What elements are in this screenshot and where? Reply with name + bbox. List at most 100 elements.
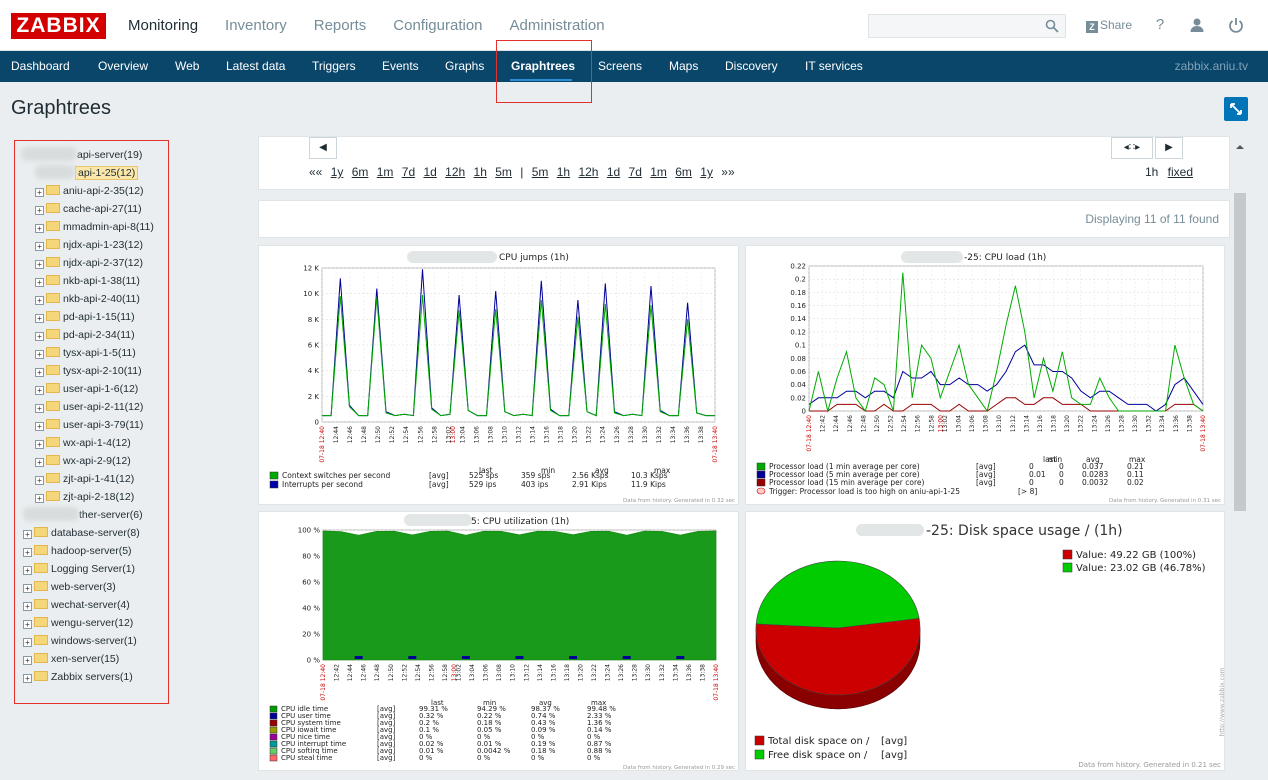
expand-icon[interactable]: + [35, 386, 44, 395]
expand-icon[interactable]: + [35, 332, 44, 341]
scrollbar-thumb[interactable] [1234, 193, 1246, 511]
tree-node[interactable]: + pd-api-2-34(11) [35, 326, 135, 344]
expand-icon[interactable]: + [23, 656, 32, 665]
tree-node[interactable]: + nkb-api-1-38(11) [35, 272, 140, 290]
menu-inventory[interactable]: Inventory [225, 17, 287, 34]
period-right-7d[interactable]: 7d [628, 165, 642, 179]
tab-web[interactable]: Web [175, 59, 200, 73]
tree-node[interactable]: ther-server(6) [23, 506, 143, 524]
help-button[interactable]: ? [1155, 16, 1165, 33]
tree-node-api-server[interactable]: api-server(19) [21, 146, 142, 164]
expand-icon[interactable]: + [35, 296, 44, 305]
expand-icon[interactable]: + [35, 188, 44, 197]
graph-cpu-load[interactable]: -25: CPU load (1h) 0.22 0.2 0.18 0.16 0.14 0.1… [745, 245, 1225, 505]
expand-icon[interactable]: + [35, 224, 44, 233]
menu-monitoring[interactable]: Monitoring [128, 17, 199, 34]
period-left-1h[interactable]: 1h [473, 165, 487, 179]
tree-node[interactable]: + Zabbix servers(1) [23, 668, 133, 686]
menu-administration[interactable]: Administration [509, 17, 605, 34]
tree-node[interactable]: + user-api-3-79(11) [35, 416, 143, 434]
period-right-1y[interactable]: 1y [700, 165, 713, 179]
tree-node[interactable]: + Logging Server(1) [23, 560, 135, 578]
tree-node[interactable]: + tysx-api-1-5(11) [35, 344, 136, 362]
period-left-1d[interactable]: 1d [423, 165, 437, 179]
power-icon[interactable] [1226, 15, 1246, 35]
period-right-5m[interactable]: 5m [531, 165, 549, 179]
tab-screens[interactable]: Screens [598, 59, 643, 73]
tree-node[interactable]: + cache-api-27(11) [35, 200, 142, 218]
tree-node[interactable]: + zjt-api-2-18(12) [35, 488, 134, 506]
scroll-left-button[interactable]: ◀ [309, 137, 337, 159]
tree-node[interactable]: + user-api-1-6(12) [35, 380, 138, 398]
expand-icon[interactable]: + [35, 476, 44, 485]
graph-disk-space[interactable]: -25: Disk space usage / (1h) Value: 49.22… [745, 511, 1225, 771]
tab-it-services[interactable]: IT services [805, 59, 863, 73]
search-icon[interactable] [1045, 19, 1059, 33]
period-left-7d[interactable]: 7d [401, 165, 416, 179]
tree-node[interactable]: + hadoop-server(5) [23, 542, 132, 560]
prev-period-link[interactable]: «« [309, 165, 323, 179]
tree-node[interactable]: + user-api-2-11(12) [35, 398, 143, 416]
expand-icon[interactable]: + [35, 404, 44, 413]
scroll-right-button[interactable]: ▶ [1155, 137, 1183, 159]
menu-configuration[interactable]: Configuration [393, 17, 483, 34]
scroll-up-icon[interactable] [1233, 141, 1247, 153]
period-right-6m[interactable]: 6m [675, 165, 692, 179]
expand-icon[interactable]: + [35, 494, 44, 503]
tree-node[interactable]: + wx-api-1-4(12) [35, 434, 131, 452]
tab-discovery[interactable]: Discovery [725, 59, 778, 73]
fixed-toggle[interactable]: fixed [1167, 165, 1193, 179]
expand-icon[interactable]: + [23, 566, 32, 575]
expand-icon[interactable]: + [35, 458, 44, 467]
tree-node[interactable]: + windows-server(1) [23, 632, 137, 650]
search-input[interactable] [868, 14, 1066, 38]
zabbix-logo[interactable]: ZABBIX [11, 13, 106, 39]
zoom-handle-button[interactable]: ◂∷▸ [1111, 137, 1153, 159]
tree-node[interactable]: + mmadmin-api-8(11) [35, 218, 154, 236]
tab-latest-data[interactable]: Latest data [226, 59, 286, 73]
tree-node[interactable]: + wengu-server(12) [23, 614, 133, 632]
tree-node[interactable]: + njdx-api-2-37(12) [35, 254, 143, 272]
expand-icon[interactable]: + [35, 368, 44, 377]
tab-graphtrees[interactable]: Graphtrees [511, 59, 576, 73]
expand-icon[interactable]: + [35, 278, 44, 287]
expand-icon[interactable]: + [23, 548, 32, 557]
tab-graphs[interactable]: Graphs [445, 59, 485, 73]
menu-reports[interactable]: Reports [313, 17, 367, 34]
expand-icon[interactable]: + [23, 620, 32, 629]
tab-events[interactable]: Events [382, 59, 419, 73]
tree-node[interactable]: + zjt-api-1-41(12) [35, 470, 134, 488]
graph-cpu-jumps[interactable]: CPU jumps (1h) 12 K 10 K 8 K 6 K 4 K 2 K 0 12:44… [258, 245, 739, 505]
tree-node[interactable]: + wx-api-2-9(12) [35, 452, 131, 470]
next-period-link[interactable]: »» [721, 165, 735, 179]
tree-node[interactable]: + database-server(8) [23, 524, 140, 542]
tab-maps[interactable]: Maps [669, 59, 699, 73]
expand-icon[interactable]: + [35, 422, 44, 431]
tree-node[interactable]: + pd-api-1-15(11) [35, 308, 135, 326]
period-right-1h[interactable]: 1h [556, 165, 571, 179]
tab-overview[interactable]: Overview [98, 59, 149, 73]
period-left-1m[interactable]: 1m [376, 165, 394, 179]
share-button[interactable]: Z Share [1086, 18, 1132, 33]
period-right-1d[interactable]: 1d [606, 165, 621, 179]
expand-icon[interactable]: + [35, 260, 44, 269]
period-left-5m[interactable]: 5m [495, 165, 512, 179]
tab-dashboard[interactable]: Dashboard [11, 59, 70, 73]
fullscreen-button[interactable] [1224, 97, 1248, 121]
period-left-12h[interactable]: 12h [445, 165, 466, 179]
user-icon[interactable] [1187, 15, 1207, 35]
period-left-1y[interactable]: 1y [330, 165, 344, 179]
tree-node[interactable]: + tysx-api-2-10(11) [35, 362, 142, 380]
expand-icon[interactable]: + [23, 530, 32, 539]
expand-icon[interactable]: + [23, 638, 32, 647]
expand-icon[interactable]: + [23, 584, 32, 593]
period-left-6m[interactable]: 6m [351, 165, 369, 179]
period-right-1m[interactable]: 1m [650, 165, 667, 179]
expand-icon[interactable]: + [23, 674, 32, 683]
expand-icon[interactable]: + [23, 602, 32, 611]
tree-node[interactable]: + wechat-server(4) [23, 596, 130, 614]
period-right-12h[interactable]: 12h [578, 165, 599, 179]
expand-icon[interactable]: + [35, 242, 44, 251]
tree-node-api-1-25[interactable]: api-1-25(12) [35, 164, 139, 182]
scrollbar[interactable] [1233, 140, 1247, 520]
